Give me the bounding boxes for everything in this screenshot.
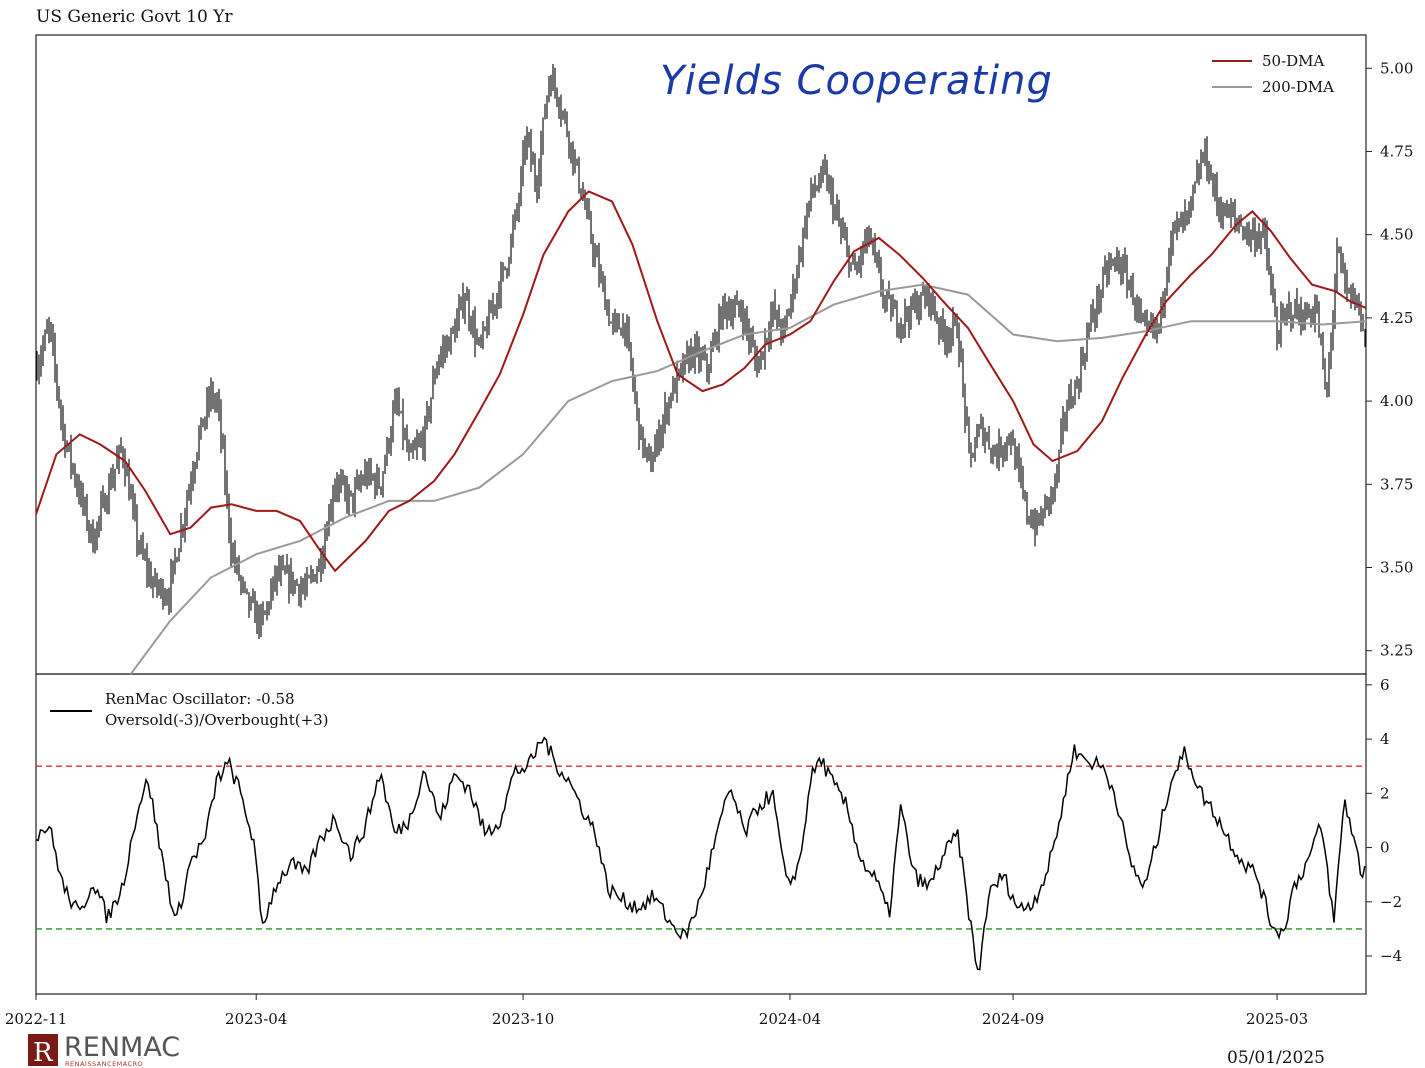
dma200-line bbox=[129, 283, 1367, 675]
xtick-label-4: 2024-09 bbox=[982, 1010, 1044, 1028]
axes: 3.25 3.50 3.75 4.00 4.25 4.50 4.75 5.00 6 4 2 0 −2 −4… bbox=[5, 59, 1414, 1028]
logo-subtitle: RENAISSANCEMACRO bbox=[65, 1060, 143, 1068]
oscillator-panel bbox=[35, 673, 1367, 995]
xtick-label-1: 2023-04 bbox=[225, 1010, 287, 1028]
price-ytick-label-1: 3.50 bbox=[1380, 559, 1413, 577]
legend-label-dma200: 200-DMA bbox=[1262, 78, 1334, 96]
price-ytick-label-5: 4.50 bbox=[1380, 226, 1413, 244]
osc-ytick-label-0: 6 bbox=[1380, 676, 1390, 694]
price-plot-area bbox=[35, 64, 1367, 675]
xtick-label-2: 2023-10 bbox=[492, 1010, 554, 1028]
osc-ytick-label-5: −4 bbox=[1380, 947, 1402, 965]
oscillator-line bbox=[35, 736, 1366, 971]
dma50-line bbox=[35, 190, 1367, 573]
logo-name: RENMAC bbox=[64, 1032, 180, 1063]
xtick-label-0: 2022-11 bbox=[5, 1010, 67, 1028]
price-ytick-label-7: 5.00 bbox=[1380, 59, 1413, 77]
xtick-label-3: 2024-04 bbox=[759, 1010, 821, 1028]
legend-label-oscillator: RenMac Oscillator: -0.58 bbox=[105, 690, 295, 708]
price-ytick-label-3: 4.00 bbox=[1380, 392, 1413, 410]
handwritten-annotation: Yields Cooperating bbox=[660, 58, 1053, 104]
osc-ytick-label-4: −2 bbox=[1380, 893, 1402, 911]
legends: 50-DMA 200-DMA RenMac Oscillator: -0.58 Ove… bbox=[50, 52, 1334, 729]
oscillator-plot-area bbox=[35, 736, 1366, 971]
price-ytick-label-2: 3.75 bbox=[1380, 475, 1413, 493]
chart-title: US Generic Govt 10 Yr bbox=[36, 7, 233, 27]
date-stamp: 05/01/2025 bbox=[1227, 1048, 1325, 1068]
price-ytick-label-4: 4.25 bbox=[1380, 309, 1413, 327]
legend-label-dma50: 50-DMA bbox=[1262, 52, 1325, 70]
price-ytick-label-0: 3.25 bbox=[1380, 642, 1413, 660]
osc-ytick-label-3: 0 bbox=[1380, 839, 1390, 857]
renmac-logo: R RENMAC RENAISSANCEMACRO bbox=[28, 1032, 180, 1068]
xtick-label-5: 2025-03 bbox=[1246, 1010, 1308, 1028]
osc-ytick-label-1: 4 bbox=[1380, 730, 1390, 748]
logo-mark bbox=[28, 1034, 58, 1066]
price-ytick-label-6: 4.75 bbox=[1380, 142, 1413, 160]
legend-label-bands: Oversold(-3)/Overbought(+3) bbox=[105, 711, 329, 729]
logo-mark-letter: R bbox=[33, 1038, 54, 1068]
osc-ytick-label-2: 2 bbox=[1380, 784, 1390, 802]
